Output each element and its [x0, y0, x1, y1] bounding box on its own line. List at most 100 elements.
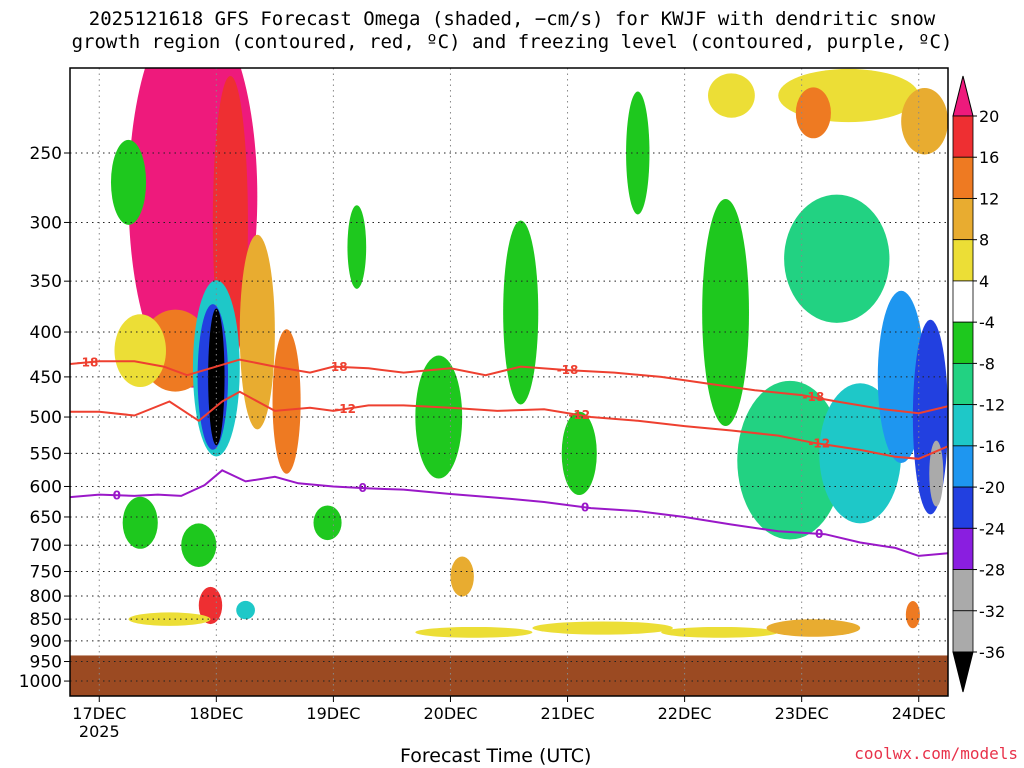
omega-patch-24	[661, 626, 779, 638]
dgz-contour-m18-label-1: 18	[331, 360, 348, 374]
colorbar-box-11	[952, 527, 974, 570]
y-tick-label-800: 800	[30, 587, 62, 607]
colorbar-box-9	[952, 445, 974, 488]
y-tick-label-600: 600	[30, 477, 62, 497]
colorbar-tick-label-8: -16	[979, 437, 1005, 456]
dgz-contour-m18-label-3: -18	[803, 390, 825, 404]
x-axis-title: Forecast Time (UTC)	[400, 745, 592, 767]
y-tick-label-1000: 1000	[19, 672, 62, 692]
chart-title-line-2: growth region (contoured, red, ºC) and f…	[71, 31, 953, 53]
colorbar-tick-label-3: 8	[979, 231, 989, 250]
x-tick-label-18: 18DEC	[189, 704, 243, 723]
colorbar-box-12	[952, 569, 974, 612]
omega-patch-15	[313, 505, 342, 541]
colorbar-box-1	[952, 115, 974, 158]
colorbar-tick-label-0: 20	[979, 107, 999, 126]
colorbar-tick-label-5: -4	[979, 313, 995, 332]
omega-patch-16	[347, 205, 367, 289]
colorbar-tick-label-10: -24	[979, 519, 1005, 538]
colorbar-tick-label-6: -8	[979, 354, 995, 373]
omega-patch-21	[450, 556, 474, 597]
x-tick-label-21: 21DEC	[541, 704, 595, 723]
credit-link[interactable]: coolwx.com/models	[854, 744, 1018, 763]
omega-patch-37	[905, 601, 920, 629]
y-tick-label-350: 350	[30, 272, 62, 292]
y-tick-label-300: 300	[30, 213, 62, 233]
freezing-level-contour-label-2: 0	[581, 500, 589, 514]
y-axis: 2503003504004505005506006507007508008509…	[19, 144, 70, 692]
colorbar-box-10	[952, 486, 974, 529]
y-tick-label-850: 850	[30, 610, 62, 630]
freezing-level-contour-label-0: 0	[113, 488, 121, 502]
omega-shading	[110, 68, 948, 638]
y-tick-label-650: 650	[30, 508, 62, 528]
omega-patch-18	[503, 220, 539, 405]
dgz-contour-m18-line	[70, 358, 948, 415]
omega-patch-32	[929, 440, 944, 507]
freezing-level-contour-line	[70, 469, 948, 557]
x-tick-sublabel-17: 2025	[79, 722, 120, 741]
omega-patch-23	[532, 621, 673, 635]
colorbar-tick-label-4: 4	[979, 272, 989, 291]
x-tick-label-17: 17DEC	[72, 704, 126, 723]
dgz-contour-m12-label-2: -12	[808, 437, 830, 451]
omega-patch-19	[561, 411, 597, 496]
y-tick-label-400: 400	[30, 323, 62, 343]
ground-below-surface	[70, 655, 948, 696]
omega-patch-5	[272, 329, 301, 474]
colorbar-tick-label-1: 16	[979, 148, 999, 167]
freezing-level-contour-label-3: 0	[815, 527, 823, 541]
colorbar-box-7	[952, 362, 974, 406]
colorbar-tick-label-7: -12	[979, 396, 1005, 415]
colorbar-tick-label-13: -36	[979, 643, 1005, 662]
y-tick-label-750: 750	[30, 562, 62, 582]
contour-lines: -18 18 -18 -18 -12 -12 -12 0 0 0 0	[70, 355, 948, 557]
y-tick-label-450: 450	[30, 368, 62, 388]
y-tick-label-950: 950	[30, 653, 62, 673]
omega-patch-26	[702, 198, 749, 427]
grid-lines	[70, 68, 948, 696]
colorbar-box-5	[952, 280, 974, 323]
ground-fill	[70, 655, 948, 696]
omega-patch-22	[415, 626, 533, 638]
colorbar-box-6	[952, 321, 974, 364]
y-tick-label-900: 900	[30, 632, 62, 652]
omega-patch-27	[737, 380, 843, 540]
x-tick-label-20: 20DEC	[423, 704, 477, 723]
dgz-contour-m12-label-1: -12	[568, 408, 590, 422]
y-tick-label-500: 500	[30, 408, 62, 428]
omega-patch-13	[110, 139, 147, 225]
colorbar-tick-label-9: -20	[979, 478, 1005, 497]
omega-patch-11	[236, 600, 255, 620]
x-tick-label-23: 23DEC	[775, 704, 829, 723]
omega-patch-36	[708, 73, 755, 118]
omega-patch-35	[901, 88, 948, 155]
dgz-contour-m12-line	[70, 390, 948, 460]
y-tick-label-700: 700	[30, 536, 62, 556]
colorbar-top-arrow	[952, 75, 974, 117]
colorbar-tick-label-2: 12	[979, 189, 999, 208]
colorbar-bottom-arrow	[952, 651, 974, 693]
colorbar-tick-label-12: -32	[979, 602, 1005, 621]
colorbar-box-2	[952, 156, 974, 199]
omega-patch-14	[122, 496, 158, 549]
omega-patch-34	[795, 87, 831, 139]
dgz-contour-m18-label-2: -18	[557, 363, 579, 377]
omega-patch-2	[114, 314, 166, 388]
chart-title-line-1: 2025121618 GFS Forecast Omega (shaded, −…	[88, 8, 936, 30]
y-tick-label-550: 550	[30, 444, 62, 464]
y-tick-label-250: 250	[30, 144, 62, 164]
x-tick-label-24: 24DEC	[892, 704, 946, 723]
freezing-level-contour-label-1: 0	[358, 481, 366, 495]
x-tick-label-19: 19DEC	[306, 704, 360, 723]
colorbar: 20 16 12 8 4 -4 -8 -12 -16 -20 -24 -28 -32 -36	[952, 75, 1005, 693]
omega-patch-25	[766, 619, 861, 637]
omega-patch-9	[181, 523, 217, 567]
x-tick-label-22: 22DEC	[658, 704, 712, 723]
omega-patch-28	[784, 194, 890, 323]
plot-frame	[69, 67, 949, 697]
colorbar-tick-label-11: -28	[979, 561, 1005, 580]
colorbar-box-last	[952, 610, 974, 653]
